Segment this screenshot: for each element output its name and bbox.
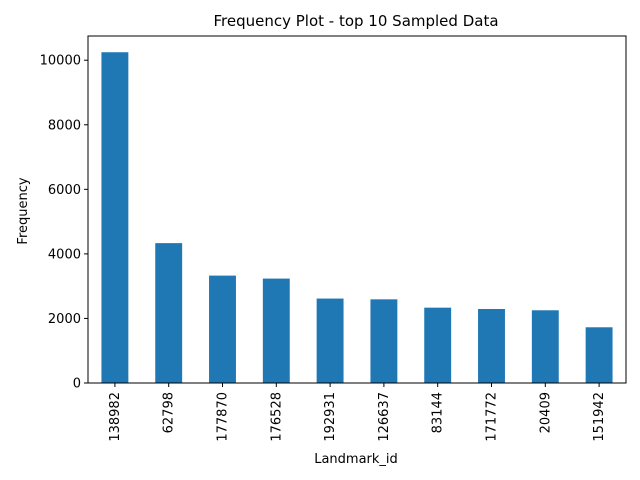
y-tick-label: 2000 bbox=[48, 312, 81, 327]
bar-138982 bbox=[101, 52, 129, 383]
plot-border bbox=[87, 35, 627, 384]
bar-151942 bbox=[585, 327, 613, 383]
x-tick-label: 20409 bbox=[538, 392, 553, 433]
y-tick-label: 6000 bbox=[48, 183, 81, 198]
y-tick-label: 4000 bbox=[48, 247, 81, 262]
x-tick-label: 151942 bbox=[592, 392, 607, 442]
x-tick-label: 192931 bbox=[323, 392, 338, 442]
y-tick-label: 0 bbox=[73, 377, 81, 392]
bar-192931 bbox=[316, 298, 344, 383]
x-axis-ticks: 138982 62798 177870 176528 192931 126637 83144… bbox=[108, 383, 607, 442]
chart-title: Frequency Plot - top 10 Sampled Data bbox=[213, 12, 498, 30]
y-tick-label: 10000 bbox=[40, 54, 81, 69]
x-axis-label: Landmark_id bbox=[314, 452, 398, 467]
bar-20409 bbox=[531, 310, 559, 383]
x-tick-label: 176528 bbox=[269, 392, 284, 442]
bar-126637 bbox=[370, 299, 398, 383]
y-axis-ticks: 0 2000 4000 6000 8000 10000 bbox=[40, 54, 88, 392]
plot-frame bbox=[87, 35, 627, 384]
x-tick-label: 126637 bbox=[377, 392, 392, 442]
bar-171772 bbox=[478, 308, 505, 383]
bar-177870 bbox=[209, 275, 236, 383]
bar-83144 bbox=[424, 307, 452, 383]
y-axis-label: Frequency bbox=[16, 177, 31, 244]
y-tick-label: 8000 bbox=[48, 118, 81, 133]
x-tick-label: 62798 bbox=[162, 392, 177, 433]
x-tick-label: 83144 bbox=[431, 392, 446, 433]
x-tick-label: 171772 bbox=[485, 392, 500, 442]
bars-group bbox=[101, 52, 613, 383]
x-tick-label: 138982 bbox=[108, 392, 123, 442]
bar-62798 bbox=[155, 243, 183, 383]
bar-176528 bbox=[262, 278, 290, 383]
x-tick-label: 177870 bbox=[216, 392, 231, 442]
